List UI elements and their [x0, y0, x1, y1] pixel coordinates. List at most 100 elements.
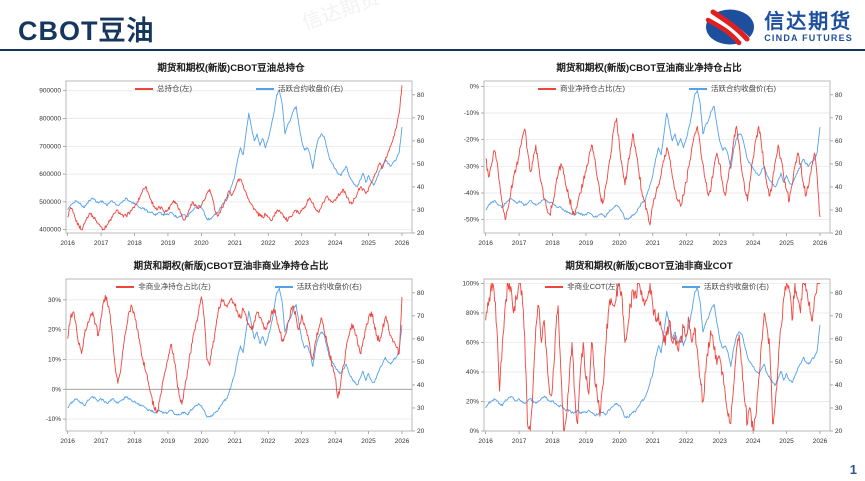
- svg-text:2025: 2025: [779, 438, 794, 445]
- svg-text:60: 60: [835, 336, 843, 343]
- svg-text:2023: 2023: [294, 240, 309, 247]
- cinda-logo-icon: [705, 9, 755, 46]
- svg-text:2026: 2026: [395, 438, 410, 445]
- svg-text:50: 50: [417, 359, 425, 366]
- svg-text:2022: 2022: [679, 240, 694, 247]
- svg-text:30: 30: [835, 207, 843, 214]
- logo-name-cn: 信达期货: [764, 10, 853, 33]
- svg-text:2019: 2019: [161, 438, 176, 445]
- svg-text:2019: 2019: [579, 240, 594, 247]
- svg-text:10%: 10%: [48, 356, 61, 363]
- svg-text:40%: 40%: [466, 369, 479, 376]
- svg-text:-20%: -20%: [464, 137, 479, 144]
- svg-text:2023: 2023: [294, 438, 309, 445]
- svg-text:60%: 60%: [466, 339, 479, 346]
- svg-text:2023: 2023: [712, 240, 727, 247]
- svg-text:80: 80: [417, 92, 425, 99]
- chart-title: 期货和期权(新版)CBOT豆油非商业净持仓占比: [133, 261, 329, 272]
- svg-text:2020: 2020: [194, 240, 209, 247]
- svg-text:800000: 800000: [39, 116, 61, 123]
- svg-text:2024: 2024: [746, 240, 761, 247]
- svg-text:20: 20: [417, 230, 425, 237]
- svg-text:2021: 2021: [228, 240, 243, 247]
- svg-text:2018: 2018: [545, 240, 560, 247]
- svg-text:30: 30: [417, 207, 425, 214]
- chart-title: 期货和期权(新版)CBOT豆油商业净持仓占比: [556, 63, 742, 74]
- svg-text:60: 60: [417, 138, 425, 145]
- svg-text:2019: 2019: [161, 240, 176, 247]
- svg-text:2022: 2022: [679, 438, 694, 445]
- svg-text:-10%: -10%: [46, 416, 61, 423]
- svg-text:30: 30: [835, 405, 843, 412]
- page-number: 1: [849, 462, 857, 477]
- svg-text:2018: 2018: [545, 438, 560, 445]
- svg-text:80%: 80%: [466, 310, 479, 317]
- company-logo: 信达期货 CINDA FUTURES: [705, 7, 853, 47]
- svg-text:40: 40: [835, 382, 843, 389]
- svg-text:50: 50: [417, 161, 425, 168]
- svg-text:2026: 2026: [813, 438, 828, 445]
- svg-text:0%: 0%: [470, 83, 480, 90]
- svg-text:2018: 2018: [127, 438, 142, 445]
- svg-text:20: 20: [835, 230, 843, 237]
- watermark: 信达期货: [299, 0, 383, 35]
- svg-text:20: 20: [417, 428, 425, 435]
- logo-text: 信达期货 CINDA FUTURES: [764, 12, 853, 43]
- svg-text:2017: 2017: [512, 438, 527, 445]
- chart-title: 期货和期权(新版)CBOT豆油总持仓: [157, 63, 305, 74]
- svg-text:2021: 2021: [646, 438, 661, 445]
- svg-text:30%: 30%: [48, 297, 61, 304]
- svg-text:2021: 2021: [228, 438, 243, 445]
- chart-plot: 2016 2017 2018 2019 2020 2021 2022 2023 2024 2025…: [464, 80, 843, 247]
- svg-text:2016: 2016: [60, 240, 75, 247]
- svg-text:2023: 2023: [712, 438, 727, 445]
- chart-total-open-interest: 期货和期权(新版)CBOT豆油总持仓 总持仓(左) 活跃合约收盘价(右) 201…: [28, 62, 434, 258]
- svg-text:2016: 2016: [478, 438, 493, 445]
- svg-text:2020: 2020: [612, 240, 627, 247]
- svg-text:2020: 2020: [612, 438, 627, 445]
- svg-text:2024: 2024: [328, 438, 343, 445]
- svg-text:-10%: -10%: [464, 110, 479, 117]
- svg-text:30: 30: [417, 405, 425, 412]
- svg-text:100%: 100%: [462, 280, 479, 287]
- svg-text:2016: 2016: [60, 438, 75, 445]
- svg-text:2022: 2022: [261, 438, 276, 445]
- svg-text:20%: 20%: [48, 327, 61, 334]
- svg-text:400000: 400000: [39, 227, 61, 234]
- chart-commercial-net-ratio: 期货和期权(新版)CBOT豆油商业净持仓占比 商业净持仓占比(左) 活跃合约收盘…: [446, 62, 852, 258]
- svg-text:80: 80: [835, 92, 843, 99]
- svg-text:70: 70: [835, 115, 843, 122]
- svg-text:80: 80: [417, 290, 425, 297]
- chart-noncommercial-cot: 期货和期权(新版)CBOT豆油非商业COT 非商业COT(左) 活跃合约收盘价(…: [446, 260, 852, 456]
- svg-text:600000: 600000: [39, 171, 61, 178]
- svg-text:0%: 0%: [470, 428, 480, 435]
- svg-text:0%: 0%: [52, 386, 62, 393]
- svg-text:2025: 2025: [779, 240, 794, 247]
- svg-text:2016: 2016: [478, 240, 493, 247]
- svg-text:70: 70: [417, 115, 425, 122]
- svg-text:2019: 2019: [579, 438, 594, 445]
- svg-text:70: 70: [835, 313, 843, 320]
- svg-text:500000: 500000: [39, 199, 61, 206]
- svg-text:2026: 2026: [395, 240, 410, 247]
- svg-text:2017: 2017: [94, 240, 109, 247]
- svg-text:700000: 700000: [39, 143, 61, 150]
- chart-title: 期货和期权(新版)CBOT豆油非商业COT: [565, 261, 733, 272]
- svg-text:70: 70: [417, 313, 425, 320]
- svg-text:2022: 2022: [261, 240, 276, 247]
- svg-text:60: 60: [417, 336, 425, 343]
- chart-plot: 2016 2017 2018 2019 2020 2021 2022 2023 2024 2025…: [39, 80, 425, 247]
- svg-text:2024: 2024: [328, 240, 343, 247]
- logo-name-en: CINDA FUTURES: [764, 32, 853, 43]
- svg-text:2017: 2017: [94, 438, 109, 445]
- svg-text:40: 40: [835, 184, 843, 191]
- svg-text:2025: 2025: [361, 438, 376, 445]
- svg-text:2020: 2020: [194, 438, 209, 445]
- svg-text:2024: 2024: [746, 438, 761, 445]
- chart-plot: 2016 2017 2018 2019 2020 2021 2022 2023 2024 2025…: [462, 278, 843, 445]
- svg-text:-50%: -50%: [464, 217, 479, 224]
- svg-text:-30%: -30%: [464, 163, 479, 170]
- svg-text:20%: 20%: [466, 398, 479, 405]
- svg-text:2021: 2021: [646, 240, 661, 247]
- svg-text:20: 20: [835, 428, 843, 435]
